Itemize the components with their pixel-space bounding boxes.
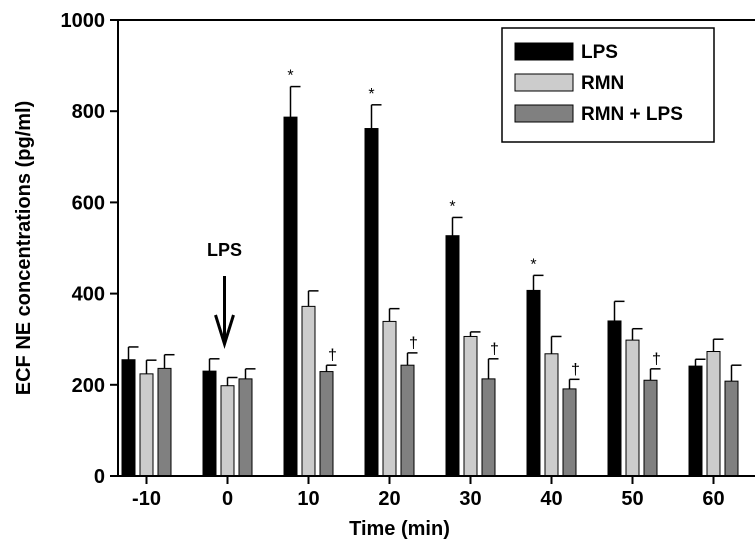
bar	[283, 116, 298, 477]
y-tick-label: 800	[72, 101, 105, 123]
bar	[400, 364, 415, 477]
x-tick-label: 20	[378, 488, 400, 510]
bar	[688, 365, 703, 477]
x-axis-title: Time (min)	[349, 518, 450, 540]
x-tick-label: 40	[540, 488, 562, 510]
significance-marker: †	[490, 341, 499, 358]
bar	[463, 335, 478, 477]
bar	[562, 388, 577, 477]
bar	[382, 320, 397, 477]
bar	[157, 367, 172, 477]
legend-swatch	[514, 42, 574, 61]
bar	[364, 128, 379, 477]
bar	[643, 379, 658, 477]
x-axis-ticks: -10 0 10 20 30 40 50 60	[132, 476, 725, 510]
legend-label: RMN + LPS	[581, 104, 683, 125]
y-axis-title: ECF NE concentrations (pg/ml)	[13, 101, 35, 395]
x-tick-label: 50	[621, 488, 643, 510]
bar	[625, 339, 640, 477]
significance-marker: †	[652, 351, 661, 368]
x-tick-label: 10	[297, 488, 319, 510]
bar	[724, 380, 739, 477]
bar	[445, 235, 460, 477]
x-tick-label: 0	[222, 488, 233, 510]
bar	[319, 371, 334, 477]
x-tick-label: 30	[459, 488, 481, 510]
significance-marker: †	[328, 347, 337, 364]
significance-marker: *	[449, 198, 455, 215]
x-tick-label: 60	[702, 488, 724, 510]
lps-arrow-head	[214, 314, 235, 350]
y-tick-label: 0	[94, 466, 105, 488]
bar	[607, 320, 622, 477]
bars	[121, 116, 739, 477]
legend-label: LPS	[581, 42, 618, 63]
x-tick-label: -10	[132, 488, 161, 510]
significance-marker: *	[287, 68, 293, 85]
significance-marker: †	[571, 361, 580, 378]
bar	[481, 378, 496, 477]
bar	[121, 359, 136, 477]
lps-annotation: LPS	[207, 240, 242, 350]
bar	[706, 351, 721, 477]
legend-label: RMN	[581, 73, 624, 94]
y-tick-label: 400	[72, 284, 105, 306]
bar	[544, 353, 559, 477]
y-tick-label: 200	[72, 375, 105, 397]
bar	[238, 378, 253, 477]
significance-markers: * * * * † † † † †	[287, 68, 661, 379]
error-bars	[127, 85, 742, 389]
legend-swatch	[514, 104, 574, 123]
y-axis-ticks: 0 200 400 600 800 1000	[61, 10, 118, 488]
bar	[301, 305, 316, 477]
significance-marker: *	[530, 256, 536, 273]
bar	[526, 289, 541, 477]
y-tick-label: 600	[72, 192, 105, 214]
bar	[220, 385, 235, 477]
significance-marker: *	[368, 86, 374, 103]
lps-annotation-label: LPS	[207, 240, 242, 260]
bar	[139, 373, 154, 477]
legend: LPS RMN RMN + LPS	[501, 27, 715, 143]
bar	[202, 370, 217, 477]
significance-marker: †	[409, 335, 418, 352]
y-tick-label: 1000	[61, 10, 106, 32]
legend-swatch	[514, 73, 574, 92]
